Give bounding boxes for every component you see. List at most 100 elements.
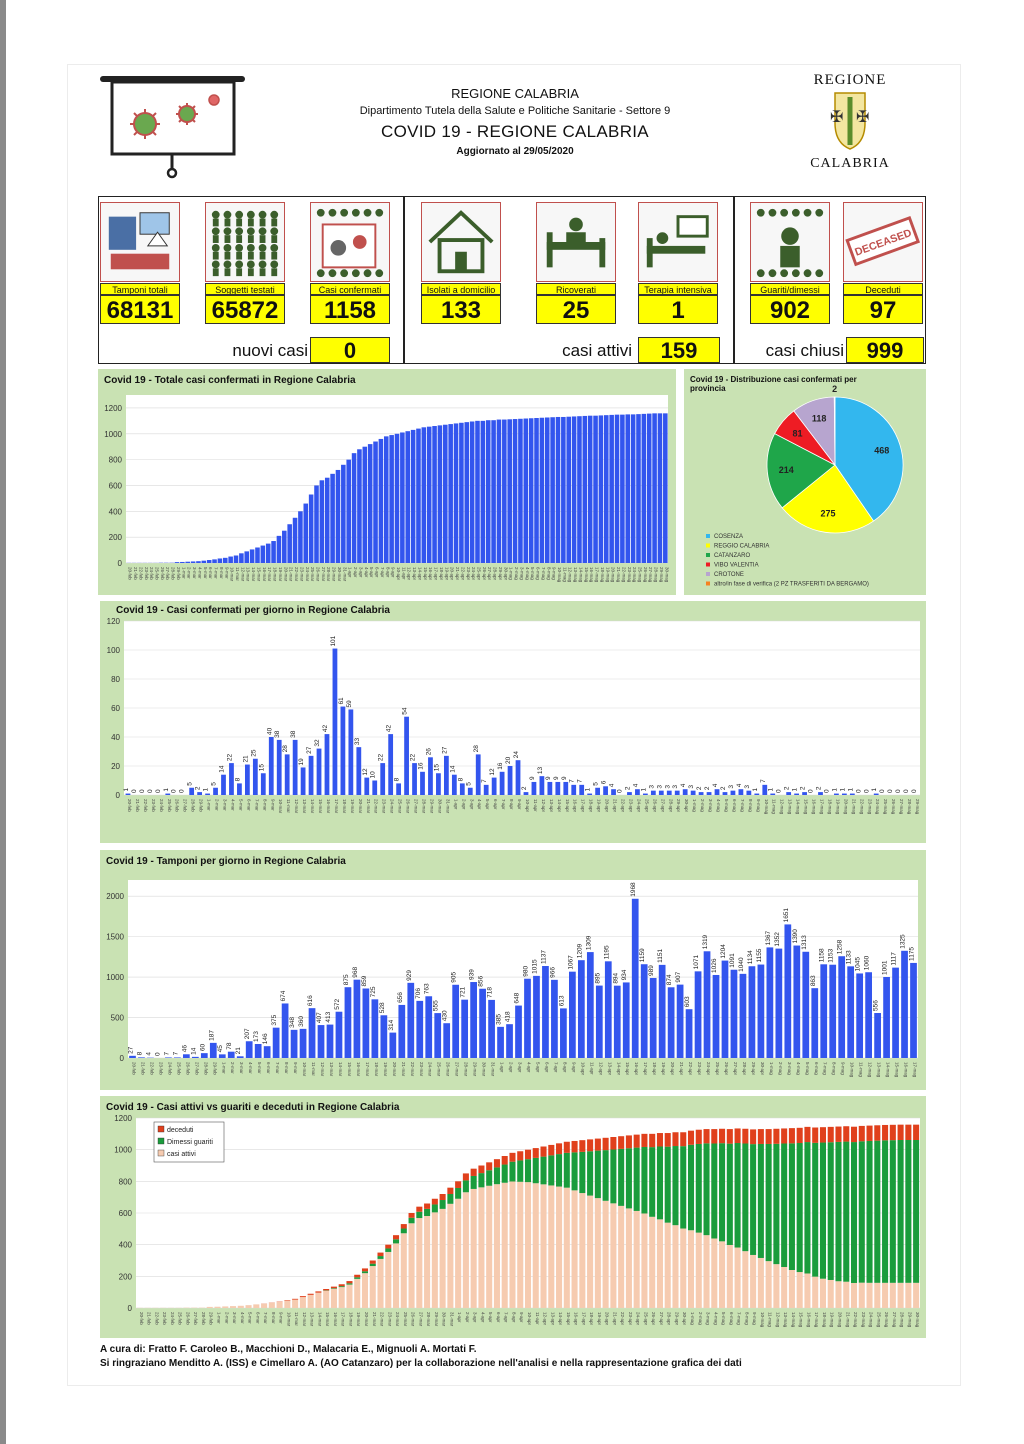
stat-value: 97 bbox=[843, 295, 923, 324]
bar bbox=[452, 984, 460, 1058]
bar-dimessi-guariti bbox=[913, 1140, 920, 1283]
x-tick-label: 26-apr bbox=[652, 799, 657, 813]
data-label: 314 bbox=[388, 1019, 395, 1030]
legend: deceduti Dimessi guariti casi attivi bbox=[153, 1121, 225, 1163]
bar bbox=[383, 436, 389, 563]
bar-casi-attivi bbox=[346, 1284, 353, 1308]
bar bbox=[237, 783, 242, 795]
data-label: 3 bbox=[728, 785, 735, 789]
footer-credits: A cura di: Fratto F. Caroleo B., Macchio… bbox=[100, 1343, 742, 1371]
bar-deceduti bbox=[788, 1128, 795, 1144]
x-tick-label: 25-mag bbox=[883, 799, 888, 815]
data-label: 375 bbox=[271, 1014, 278, 1025]
bar-dimessi-guariti bbox=[781, 1143, 788, 1267]
data-label: 1258 bbox=[837, 939, 844, 954]
data-label: 0 bbox=[911, 789, 918, 793]
data-label: 1367 bbox=[765, 931, 772, 946]
stat-label: Casi confermati bbox=[310, 283, 390, 295]
bar-dimessi-guariti bbox=[788, 1143, 795, 1270]
x-tick-label: 9-mar bbox=[293, 1062, 298, 1074]
bar bbox=[299, 1028, 307, 1058]
data-label: 2 bbox=[624, 786, 631, 790]
bar bbox=[292, 739, 298, 795]
x-tick-label: 25-feb bbox=[178, 1312, 183, 1325]
bar-casi-attivi bbox=[245, 1305, 252, 1308]
data-label: 1067 bbox=[567, 955, 574, 970]
data-label: 718 bbox=[487, 987, 494, 998]
bar bbox=[244, 764, 250, 795]
x-tick-label: 27-apr bbox=[733, 1062, 738, 1076]
x-tick-label: 15-mag bbox=[799, 1312, 804, 1328]
stat-label: Terapia intensiva bbox=[638, 283, 718, 295]
x-tick-label: 1-mar bbox=[217, 1312, 222, 1324]
bar bbox=[138, 1057, 145, 1058]
bar bbox=[910, 962, 917, 1058]
x-tick-label: 9-mag bbox=[756, 799, 761, 812]
bar-dimessi-guariti bbox=[680, 1146, 687, 1229]
bar bbox=[754, 793, 760, 795]
bar bbox=[432, 426, 437, 563]
bar bbox=[829, 964, 837, 1058]
bar-deceduti bbox=[594, 1138, 601, 1151]
bar bbox=[236, 1056, 244, 1058]
bar-deceduti bbox=[719, 1128, 726, 1144]
data-label: 1 bbox=[752, 788, 759, 792]
x-tick-label: 5-apr bbox=[488, 1312, 493, 1323]
data-label: 2 bbox=[720, 786, 727, 790]
bar-dimessi-guariti bbox=[571, 1152, 578, 1191]
bar bbox=[335, 469, 341, 563]
data-label: 1153 bbox=[828, 948, 835, 962]
bar bbox=[443, 755, 449, 795]
bar bbox=[249, 549, 255, 563]
bar-dimessi-guariti bbox=[548, 1155, 555, 1186]
data-label: 3 bbox=[744, 785, 751, 789]
x-tick-label: 8-apr bbox=[509, 799, 514, 810]
x-tick-label: 23-feb bbox=[162, 1312, 167, 1325]
y-tick-label: 20 bbox=[111, 762, 120, 771]
data-label: 1045 bbox=[855, 957, 862, 972]
x-tick-label: 18-apr bbox=[589, 799, 594, 813]
bar bbox=[515, 1005, 522, 1058]
data-label: 1 bbox=[768, 788, 775, 792]
bar bbox=[412, 763, 417, 795]
x-tick-label: 12-apr bbox=[541, 799, 546, 813]
bar bbox=[356, 747, 362, 795]
x-tick-label: 20-mar bbox=[392, 1062, 397, 1077]
bar bbox=[388, 734, 394, 795]
x-tick-label: 26-mar bbox=[446, 1062, 451, 1077]
bar bbox=[190, 561, 196, 563]
x-tick-label: 23-mag bbox=[867, 799, 872, 815]
x-tick-label: 16-mar bbox=[262, 567, 267, 582]
data-label: 2 bbox=[784, 786, 791, 790]
data-label: 27 bbox=[127, 1046, 134, 1054]
bar-casi-attivi bbox=[773, 1264, 780, 1308]
bar-casi-attivi bbox=[524, 1182, 532, 1308]
x-tick-label: 11-mag bbox=[772, 799, 777, 814]
bar bbox=[604, 961, 612, 1058]
bar bbox=[770, 793, 776, 795]
bar bbox=[380, 763, 386, 795]
x-tick-label: 9-mar bbox=[279, 1312, 284, 1324]
legend-label: VIBO VALENTIA bbox=[714, 563, 759, 569]
bar-dimessi-guariti bbox=[556, 1154, 563, 1187]
pie-slice bbox=[834, 396, 904, 522]
x-tick-label: 3-mar bbox=[239, 1062, 244, 1074]
data-label: 0 bbox=[903, 789, 910, 793]
bar-casi-attivi bbox=[610, 1203, 617, 1308]
bar bbox=[636, 414, 641, 563]
bar bbox=[469, 421, 475, 563]
x-tick-label: 14-mar bbox=[317, 1312, 322, 1327]
data-label: 613 bbox=[558, 995, 565, 1006]
bar bbox=[201, 560, 207, 563]
bar-casi-attivi bbox=[509, 1181, 516, 1308]
stat-value: 1158 bbox=[310, 295, 390, 324]
x-tick-label: 14-mag bbox=[791, 1312, 796, 1328]
bar-deceduti bbox=[804, 1126, 811, 1143]
bar bbox=[263, 1046, 271, 1058]
x-tick-label: 16-mag bbox=[904, 1062, 909, 1078]
x-tick-label: 18-mar bbox=[374, 1062, 379, 1077]
x-tick-label: 29-mar bbox=[434, 1312, 439, 1327]
data-label: 0 bbox=[855, 789, 862, 793]
bar bbox=[196, 561, 201, 563]
bar bbox=[627, 792, 632, 795]
